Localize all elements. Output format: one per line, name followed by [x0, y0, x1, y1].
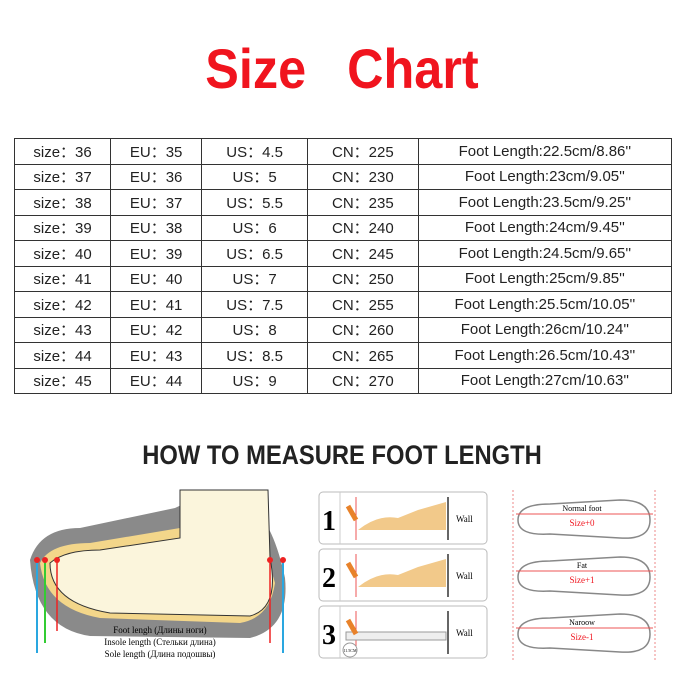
table-cell: CN：225 — [307, 138, 419, 165]
foot-outline: Fat Size+1 — [516, 556, 653, 596]
table-cell: size：36 — [13, 138, 112, 165]
table-cell: Foot Length:23.5cm/9.25'' — [417, 189, 673, 216]
table-cell: EU：39 — [110, 240, 203, 267]
step-number: 3 — [322, 620, 336, 651]
table-row: size：44 EU：43 US：8.5 CN：265 Foot Length:26.5… — [13, 342, 673, 369]
table-row: size：42 EU：41 US：7.5 CN：255 Foot Length:25.5… — [13, 291, 673, 318]
table-cell: CN：265 — [307, 342, 419, 369]
table-cell: CN：235 — [307, 189, 419, 216]
table-cell: CN：245 — [307, 240, 419, 267]
table-cell: US：4.5 — [201, 138, 308, 165]
pencil-icon — [345, 561, 359, 579]
page-title: Size Chart — [205, 37, 479, 100]
foot-outline: Naroow Size-1 — [516, 613, 653, 653]
table-cell: Foot Length:25cm/9.85'' — [417, 265, 673, 292]
table-cell: size：37 — [13, 163, 112, 190]
step-number: 1 — [322, 506, 336, 537]
ruler-icon — [345, 631, 447, 641]
foot-shape — [49, 489, 273, 617]
ruler-reading: 11.5CM — [343, 648, 357, 653]
table-cell: EU：44 — [110, 367, 203, 394]
foot-icon — [358, 559, 446, 587]
step-number: 2 — [322, 563, 336, 594]
table-cell: size：42 — [13, 291, 112, 318]
measure-steps: 1 Wall 2 Wall 3 11.5CM Wall — [318, 491, 488, 659]
table-cell: EU：35 — [110, 138, 203, 165]
wall-label: Wall — [456, 571, 473, 581]
table-row: size：38 EU：37 US：5.5 CN：235 Foot Length:23.5… — [13, 189, 673, 216]
table-cell: CN：250 — [307, 265, 419, 292]
step-panel: 1 Wall — [318, 491, 488, 545]
wall-label: Wall — [456, 514, 473, 524]
table-cell: EU：36 — [110, 163, 203, 190]
size-table: size：36 EU：35 US：4.5 CN：225 Foot Length:22.5… — [13, 138, 673, 394]
size-adjust-label: Size+0 — [569, 518, 595, 528]
table-cell: Foot Length:22.5cm/8.86'' — [417, 138, 673, 165]
table-cell: US：8 — [201, 316, 308, 343]
step-panel: 3 11.5CM Wall — [318, 605, 488, 659]
table-cell: US：5 — [201, 163, 308, 190]
table-cell: EU：40 — [110, 265, 203, 292]
size-adjust-label: Size-1 — [571, 632, 594, 642]
table-row: size：39 EU：38 US：6 CN：240 Foot Length:24cm/9… — [13, 214, 673, 241]
table-cell: size：38 — [13, 189, 112, 216]
table-cell: US：7.5 — [201, 291, 308, 318]
table-cell: CN：260 — [307, 316, 419, 343]
table-cell: Foot Length:24cm/9.45'' — [417, 214, 673, 241]
shoe-diagram: Foot lengh (Длины ноги) Insole length (С… — [30, 489, 286, 659]
step-panel: 2 Wall — [318, 548, 488, 602]
table-cell: US：9 — [201, 367, 308, 394]
table-row: size：41 EU：40 US：7 CN：250 Foot Length:25cm/9… — [13, 265, 673, 292]
wall-label: Wall — [456, 628, 473, 638]
table-cell: size：43 — [13, 316, 112, 343]
table-row: size：43 EU：42 US：8 CN：260 Foot Length:26cm/1… — [13, 316, 673, 343]
table-cell: size：39 — [13, 214, 112, 241]
table-cell: US：6 — [201, 214, 308, 241]
foot-type-label: Naroow — [569, 618, 595, 627]
pencil-icon — [345, 618, 359, 636]
table-cell: size：40 — [13, 240, 112, 267]
sole-length-label: Sole length (Длина подошвы) — [105, 649, 216, 659]
table-cell: EU：42 — [110, 316, 203, 343]
table-cell: US：8.5 — [201, 342, 308, 369]
table-cell: Foot Length:25.5cm/10.05'' — [417, 291, 673, 318]
table-cell: Foot Length:26cm/10.24'' — [417, 316, 673, 343]
table-cell: CN：240 — [307, 214, 419, 241]
table-cell: size：45 — [13, 367, 112, 394]
table-cell: Foot Length:24.5cm/9.65'' — [417, 240, 673, 267]
pencil-icon — [345, 504, 359, 522]
foot-type-label: Normal foot — [562, 504, 602, 513]
foot-icon — [358, 502, 446, 530]
size-adjust-label: Size+1 — [569, 575, 594, 585]
table-row: size：37 EU：36 US：5 CN：230 Foot Length:23cm/9… — [13, 163, 673, 190]
foot-outline: Normal foot Size+0 — [516, 499, 653, 539]
table-cell: CN：270 — [307, 367, 419, 394]
table-cell: size：41 — [13, 265, 112, 292]
foot-length-label: Foot lengh (Длины ноги) — [113, 625, 206, 635]
table-cell: US：5.5 — [201, 189, 308, 216]
insole-length-label: Insole length (Стельки длина) — [104, 637, 216, 647]
table-cell: CN：230 — [307, 163, 419, 190]
table-row: size：45 EU：44 US：9 CN：270 Foot Length:27cm/1… — [13, 367, 673, 394]
foot-width-guide: Normal foot Size+0 Fat Size+1 Naroow Size-1 — [512, 490, 656, 662]
table-cell: Foot Length:26.5cm/10.43'' — [417, 342, 673, 369]
table-cell: EU：38 — [110, 214, 203, 241]
table-cell: EU：37 — [110, 189, 203, 216]
table-row: size：36 EU：35 US：4.5 CN：225 Foot Length:22.5… — [13, 138, 673, 165]
table-row: size：40 EU：39 US：6.5 CN：245 Foot Length:24.5… — [13, 240, 673, 267]
section-heading: HOW TO MEASURE FOOT LENGTH — [142, 440, 542, 470]
table-cell: US：6.5 — [201, 240, 308, 267]
table-cell: CN：255 — [307, 291, 419, 318]
table-cell: Foot Length:27cm/10.63'' — [417, 367, 673, 394]
table-cell: size：44 — [13, 342, 112, 369]
table-cell: EU：43 — [110, 342, 203, 369]
table-cell: Foot Length:23cm/9.05'' — [417, 163, 673, 190]
table-cell: EU：41 — [110, 291, 203, 318]
foot-type-label: Fat — [577, 561, 588, 570]
table-cell: US：7 — [201, 265, 308, 292]
